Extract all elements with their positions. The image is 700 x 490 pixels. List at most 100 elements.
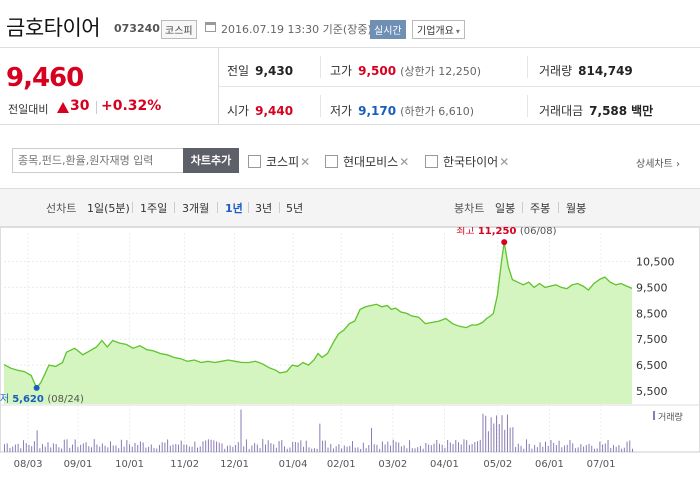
volume-bar [31, 446, 33, 452]
y-tick-label: 8,500 [636, 307, 668, 320]
volume-bar [169, 445, 171, 452]
volume-bar [99, 446, 101, 452]
add-chart-button[interactable]: 차트추가 [183, 148, 239, 173]
volume-bar [150, 444, 152, 452]
volume-bar [438, 443, 440, 452]
period-1year[interactable]: 1년 [225, 202, 243, 215]
stat-label: 거래량 [539, 64, 573, 78]
realtime-button[interactable]: 실시간 [370, 20, 406, 39]
volume-bar [523, 448, 525, 452]
volume-bar [216, 441, 218, 452]
volume-bar [572, 443, 574, 452]
volume-bar [207, 439, 209, 452]
volume-bar [245, 439, 247, 452]
low-annotation: 최저 5,620 (08/24) [0, 393, 84, 405]
volume-bar [145, 447, 147, 452]
period-3month[interactable]: 3개월 [182, 202, 210, 215]
volume-bar [604, 443, 606, 452]
checkbox[interactable] [248, 155, 261, 168]
volume-chart: 거래량 [4, 409, 683, 452]
volume-bar [425, 442, 427, 452]
volume-bar [251, 445, 253, 452]
compare-search-input[interactable] [12, 148, 184, 173]
stat-label: 전일 [227, 64, 250, 78]
company-overview-button[interactable]: 기업개요 ▾ [412, 20, 465, 39]
volume-bar [387, 441, 389, 452]
volume-bar [58, 447, 60, 452]
period-5year[interactable]: 5년 [286, 202, 304, 215]
stat-high: 고가 9,500 (상한가 12,250) [330, 62, 481, 79]
volume-bar [305, 440, 307, 452]
volume-bar [243, 446, 245, 452]
change-percent: +0.32% [101, 98, 162, 114]
volume-bar [20, 448, 22, 452]
volume-bar [55, 444, 57, 452]
volume-bar [322, 440, 324, 452]
volume-bar [129, 444, 131, 452]
timestamp: 2016.07.19 13:30 기준(장중) [221, 23, 372, 36]
volume-bar [264, 444, 266, 452]
volume-bar [419, 445, 421, 452]
stat-value: 9,430 [255, 64, 294, 78]
volume-bar [373, 444, 375, 452]
candle-weekly[interactable]: 주봉 [530, 202, 551, 215]
checkbox[interactable] [425, 155, 438, 168]
volume-bar [224, 448, 226, 452]
period-3year[interactable]: 3년 [255, 202, 273, 215]
volume-bar [77, 447, 79, 452]
volume-bar [278, 441, 280, 452]
volume-bar [463, 439, 465, 452]
volume-bar [167, 439, 169, 452]
period-1day[interactable]: 1일(5분) [87, 202, 130, 215]
volume-bar [569, 440, 571, 452]
volume-bar [80, 444, 82, 452]
divider [219, 86, 700, 87]
candle-daily[interactable]: 일봉 [495, 202, 516, 215]
volume-bar [158, 444, 160, 452]
volume-bar [354, 447, 356, 452]
checkbox[interactable] [325, 155, 338, 168]
volume-bar [107, 447, 109, 452]
candle-monthly[interactable]: 월봉 [566, 202, 587, 215]
compare-item-hyundai-mobis[interactable]: 현대모비스✕ [325, 153, 409, 170]
divider [527, 95, 528, 117]
volume-bar [433, 443, 435, 452]
volume-bar [417, 447, 419, 452]
volume-bar [487, 431, 489, 452]
low-marker [33, 384, 40, 391]
volume-bar [90, 447, 92, 452]
volume-bar [232, 446, 234, 452]
price-chart-svg: 10,500 9,500 8,500 7,500 6,500 5,500 최고 11,25… [0, 225, 700, 470]
detail-chart-link[interactable]: 상세차트 › [636, 159, 680, 170]
price-chart[interactable]: 10,500 9,500 8,500 7,500 6,500 5,500 최고 11,25… [0, 225, 700, 490]
volume-bar [205, 440, 207, 452]
volume-bar [175, 444, 177, 452]
stat-label: 시가 [227, 104, 250, 118]
volume-bar [313, 448, 315, 452]
volume-bar [137, 444, 139, 452]
stat-label: 저가 [330, 104, 353, 118]
volume-bar [338, 444, 340, 452]
volume-bar [134, 442, 136, 452]
compare-item-kospi[interactable]: 코스피✕ [248, 153, 310, 170]
close-icon[interactable]: ✕ [499, 155, 510, 169]
compare-item-hankook-tire[interactable]: 한국타이어✕ [425, 153, 509, 170]
volume-bar [555, 445, 557, 452]
volume-bar [430, 445, 432, 452]
volume-bar [319, 423, 321, 452]
price-line [3, 241, 633, 390]
volume-bar [262, 439, 264, 452]
stat-value: 9,170 [358, 104, 397, 118]
volume-bar [561, 447, 563, 452]
volume-bar [237, 442, 239, 452]
volume-bar [254, 443, 256, 452]
volume-bar [539, 442, 541, 452]
period-1week[interactable]: 1주일 [140, 202, 168, 215]
close-icon[interactable]: ✕ [300, 155, 311, 169]
volume-bar [303, 446, 305, 452]
volume-bar [330, 444, 332, 452]
volume-bar [33, 441, 35, 452]
volume-bar [12, 446, 14, 452]
compare-item-label: 한국타이어 [443, 155, 499, 169]
close-icon[interactable]: ✕ [399, 155, 410, 169]
